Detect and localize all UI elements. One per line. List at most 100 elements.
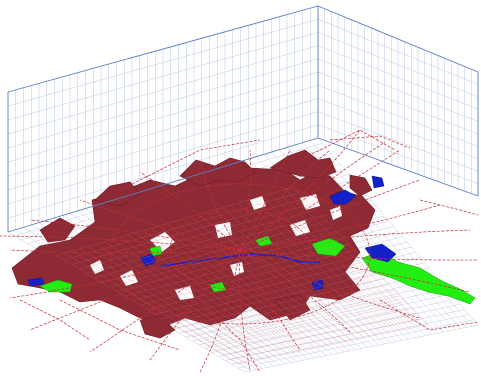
mesh-line (56, 186, 294, 256)
mesh-line (132, 244, 350, 301)
mesh-line (109, 226, 333, 288)
wall-gridline (317, 111, 479, 172)
wall-gridline (7, 111, 319, 205)
river (159, 253, 320, 267)
wall-gridline (7, 18, 319, 107)
wall-gridline (317, 18, 479, 85)
open-land-patch (300, 194, 320, 210)
mesh-line (237, 324, 428, 365)
mesh-line (79, 204, 311, 270)
road (9, 249, 241, 254)
wall-gridline (7, 32, 319, 121)
water-patch (27, 277, 45, 287)
wall-gridline (317, 45, 479, 110)
mesh-line (64, 192, 300, 261)
wall-gridline (317, 84, 479, 147)
mesh-line (222, 312, 417, 356)
frame-edges (7, 5, 479, 233)
mesh-line (177, 278, 383, 329)
left-wall-grid (7, 5, 319, 233)
road (199, 159, 241, 251)
road (239, 249, 421, 319)
built-up-block (179, 157, 256, 187)
mesh-line (192, 289, 394, 338)
road (239, 249, 471, 293)
open-land-patch (330, 206, 342, 220)
mesh-line (101, 221, 328, 283)
frame-edge (7, 137, 319, 233)
wall-gridline (317, 32, 479, 98)
road (0, 235, 241, 251)
ring-road (109, 183, 371, 325)
open-land-patch (250, 196, 266, 210)
road (119, 139, 261, 191)
built-up-block (11, 167, 376, 327)
mesh-line (71, 198, 305, 265)
built-up-block (94, 181, 141, 207)
water-patch (329, 189, 357, 205)
frame-edge (317, 137, 479, 197)
road (89, 249, 241, 353)
wall-gridline (7, 71, 319, 163)
road (199, 299, 261, 373)
city-mesh-overlay (56, 186, 428, 365)
road (139, 171, 241, 251)
mesh-line (162, 267, 372, 319)
mesh-line (169, 272, 378, 324)
frame-edge (317, 5, 479, 73)
wall-gridline (7, 98, 319, 191)
road (79, 199, 241, 251)
mesh-line (147, 255, 361, 310)
mesh-line (154, 261, 367, 315)
road (19, 299, 91, 341)
road (239, 179, 421, 251)
road (199, 249, 241, 373)
water-patch (139, 253, 157, 267)
built-up-block (39, 217, 76, 243)
wall-gridline (317, 98, 479, 160)
ring-road (169, 209, 311, 291)
frame-edge (7, 5, 319, 93)
green-patch (209, 281, 227, 293)
wall-gridline (7, 58, 319, 149)
right-wall-grid (317, 5, 479, 197)
water-patch (371, 175, 385, 189)
road (239, 149, 291, 251)
road (239, 249, 479, 261)
mesh-line (124, 238, 344, 297)
road (59, 299, 181, 351)
road (239, 149, 401, 251)
road (239, 229, 471, 251)
open-land-patch (175, 286, 194, 300)
road (29, 219, 241, 251)
mesh-line (184, 284, 389, 333)
road (149, 249, 241, 361)
open-land-patch (290, 220, 310, 236)
wall-gridline (317, 124, 479, 184)
mesh-line (207, 301, 406, 347)
road (329, 135, 411, 149)
built-up-area (11, 149, 376, 339)
wall-gridline (7, 124, 319, 219)
water-patch (364, 243, 397, 263)
road (239, 204, 441, 251)
mesh-line (139, 249, 355, 306)
open-land-patch (215, 222, 232, 238)
wall-gridline (317, 58, 479, 122)
green-patch (361, 251, 476, 305)
floor-gridline (244, 324, 479, 373)
mesh-line (116, 232, 339, 292)
road (379, 299, 479, 331)
floor-gridline (238, 319, 474, 369)
built-up-block (349, 174, 373, 197)
road (419, 199, 479, 216)
road (239, 149, 331, 251)
mesh-line (215, 307, 411, 351)
road (239, 249, 251, 371)
built-up-block (274, 294, 311, 321)
mesh-line (230, 318, 422, 360)
wall-gridline (317, 71, 479, 135)
road-network (0, 129, 479, 373)
road (239, 141, 386, 251)
